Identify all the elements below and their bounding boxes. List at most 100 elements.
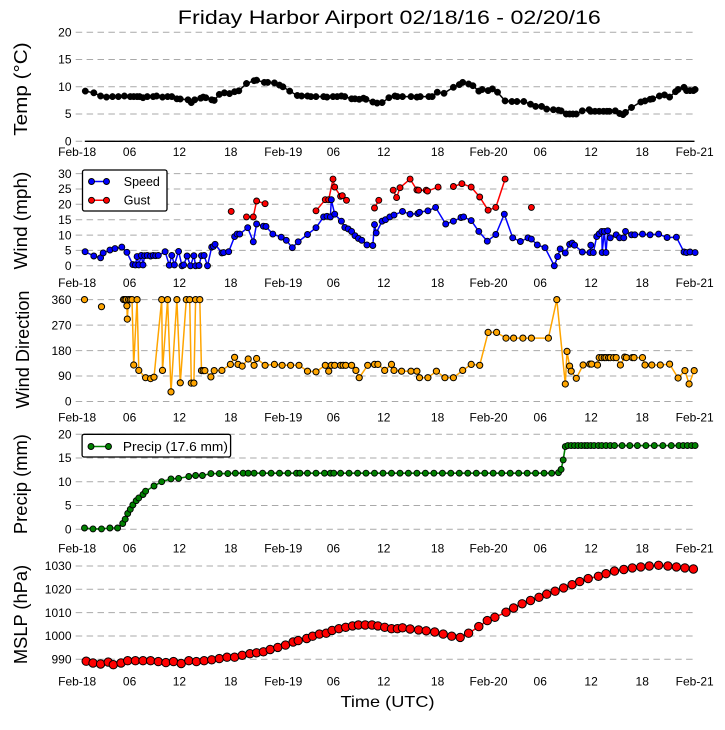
svg-text:Feb-20: Feb-20 — [469, 145, 507, 159]
svg-text:180: 180 — [51, 344, 71, 358]
svg-text:Precip (17.6 mm): Precip (17.6 mm) — [123, 440, 228, 454]
svg-text:12: 12 — [173, 145, 187, 159]
svg-text:990: 990 — [51, 653, 71, 667]
svg-text:15: 15 — [58, 451, 72, 465]
svg-text:270: 270 — [51, 318, 71, 332]
svg-text:Feb-21: Feb-21 — [676, 145, 714, 159]
svg-text:12: 12 — [173, 411, 187, 425]
svg-text:18: 18 — [636, 542, 650, 556]
svg-text:06: 06 — [327, 145, 341, 159]
svg-text:18: 18 — [431, 145, 445, 159]
svg-text:06: 06 — [534, 411, 548, 425]
svg-text:06: 06 — [534, 276, 548, 290]
svg-text:5: 5 — [65, 107, 72, 121]
svg-text:12: 12 — [377, 542, 391, 556]
svg-text:0: 0 — [65, 259, 72, 273]
svg-text:18: 18 — [636, 145, 650, 159]
svg-text:0: 0 — [65, 135, 72, 149]
svg-text:Precip (mm): Precip (mm) — [11, 434, 31, 534]
svg-text:Feb-18: Feb-18 — [58, 411, 96, 425]
svg-text:Wind Direction: Wind Direction — [13, 291, 33, 409]
svg-text:Speed: Speed — [124, 175, 160, 189]
svg-text:Feb-19: Feb-19 — [264, 145, 302, 159]
svg-text:Feb-20: Feb-20 — [469, 542, 507, 556]
svg-text:90: 90 — [58, 369, 72, 383]
svg-text:18: 18 — [636, 276, 650, 290]
svg-text:06: 06 — [123, 411, 137, 425]
svg-text:18: 18 — [224, 411, 238, 425]
svg-text:15: 15 — [58, 213, 72, 227]
svg-text:Feb-21: Feb-21 — [676, 674, 714, 688]
svg-text:18: 18 — [224, 674, 238, 688]
svg-text:18: 18 — [431, 542, 445, 556]
svg-text:18: 18 — [636, 674, 650, 688]
svg-text:18: 18 — [431, 411, 445, 425]
svg-text:30: 30 — [58, 167, 72, 181]
svg-text:1030: 1030 — [45, 559, 72, 573]
svg-text:Feb-19: Feb-19 — [264, 276, 302, 290]
svg-text:Feb-20: Feb-20 — [469, 276, 507, 290]
svg-text:Feb-18: Feb-18 — [58, 674, 96, 688]
svg-text:Feb-21: Feb-21 — [676, 276, 714, 290]
svg-text:Feb-20: Feb-20 — [469, 674, 507, 688]
svg-text:Time (UTC): Time (UTC) — [341, 694, 435, 711]
svg-text:12: 12 — [173, 276, 187, 290]
svg-text:12: 12 — [173, 542, 187, 556]
svg-text:06: 06 — [123, 674, 137, 688]
svg-text:12: 12 — [377, 411, 391, 425]
svg-text:18: 18 — [224, 145, 238, 159]
svg-text:Feb-21: Feb-21 — [676, 411, 714, 425]
svg-text:12: 12 — [377, 674, 391, 688]
svg-text:06: 06 — [327, 276, 341, 290]
svg-text:Feb-18: Feb-18 — [58, 145, 96, 159]
svg-text:Gust: Gust — [124, 194, 151, 208]
svg-text:12: 12 — [584, 411, 598, 425]
svg-text:0: 0 — [65, 522, 72, 536]
svg-text:06: 06 — [327, 411, 341, 425]
svg-text:MSLP (hPa): MSLP (hPa) — [11, 565, 31, 664]
svg-text:Feb-18: Feb-18 — [58, 542, 96, 556]
svg-text:Wind (mph): Wind (mph) — [11, 172, 31, 270]
svg-text:06: 06 — [534, 145, 548, 159]
svg-text:12: 12 — [377, 145, 391, 159]
svg-text:5: 5 — [65, 499, 72, 513]
svg-text:1020: 1020 — [45, 583, 72, 597]
svg-text:20: 20 — [58, 198, 72, 212]
svg-text:1000: 1000 — [45, 629, 72, 643]
svg-text:12: 12 — [584, 674, 598, 688]
svg-text:Feb-21: Feb-21 — [676, 542, 714, 556]
svg-text:12: 12 — [584, 276, 598, 290]
svg-text:06: 06 — [534, 542, 548, 556]
svg-text:18: 18 — [431, 276, 445, 290]
svg-text:12: 12 — [584, 145, 598, 159]
svg-text:06: 06 — [123, 276, 137, 290]
svg-text:1010: 1010 — [45, 606, 72, 620]
svg-text:18: 18 — [636, 411, 650, 425]
svg-text:Feb-18: Feb-18 — [58, 276, 96, 290]
svg-text:0: 0 — [65, 395, 72, 409]
svg-text:Friday Harbor Airport 02/18/16: Friday Harbor Airport 02/18/16 - 02/20/1… — [178, 8, 601, 29]
svg-text:06: 06 — [327, 542, 341, 556]
svg-text:18: 18 — [224, 276, 238, 290]
svg-text:12: 12 — [173, 674, 187, 688]
svg-text:10: 10 — [58, 475, 72, 489]
svg-text:10: 10 — [58, 80, 72, 94]
svg-text:18: 18 — [431, 674, 445, 688]
svg-text:Feb-19: Feb-19 — [264, 674, 302, 688]
svg-text:Temp (°C): Temp (°C) — [11, 42, 31, 135]
svg-text:12: 12 — [377, 276, 391, 290]
svg-text:Feb-19: Feb-19 — [264, 542, 302, 556]
svg-text:18: 18 — [224, 542, 238, 556]
svg-text:360: 360 — [51, 293, 71, 307]
svg-text:10: 10 — [58, 228, 72, 242]
svg-text:15: 15 — [58, 53, 72, 67]
svg-text:Feb-19: Feb-19 — [264, 411, 302, 425]
svg-text:20: 20 — [58, 25, 72, 39]
svg-text:06: 06 — [534, 674, 548, 688]
svg-text:12: 12 — [584, 542, 598, 556]
svg-text:20: 20 — [58, 427, 72, 441]
svg-text:5: 5 — [65, 244, 72, 258]
svg-text:06: 06 — [327, 674, 341, 688]
svg-text:06: 06 — [123, 145, 137, 159]
svg-text:25: 25 — [58, 182, 72, 196]
